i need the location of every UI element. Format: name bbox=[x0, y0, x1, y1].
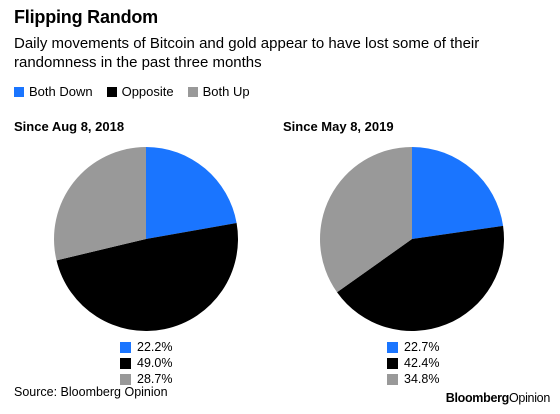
pie-2-label-opposite: 42.4% bbox=[404, 356, 440, 370]
pie-2-value-row: 22.7% bbox=[387, 339, 439, 355]
pie-2-swatch-opposite bbox=[387, 357, 398, 369]
legend-label-both-up: Both Up bbox=[202, 84, 250, 99]
source-note: Source: Bloomberg Opinion bbox=[14, 385, 168, 399]
pie-1-swatch-both-down bbox=[120, 341, 131, 353]
pie-2-slice-both-up bbox=[320, 147, 412, 293]
pie-2-value-row: 42.4% bbox=[387, 355, 439, 371]
chart-title: Flipping Random bbox=[14, 7, 158, 27]
pie-1-label-both-up: 28.7% bbox=[137, 372, 173, 386]
pie-1-slice-both-up bbox=[53, 147, 146, 261]
legend-swatch-both-down bbox=[14, 86, 24, 97]
pie-2-label-both-down: 22.7% bbox=[404, 340, 440, 354]
pie-2-slice-both-down bbox=[412, 147, 504, 239]
legend-swatch-both-up bbox=[187, 86, 198, 97]
pie-2-values: 22.7% 42.4% 34.8% bbox=[387, 339, 439, 387]
pie-1-label-both-down: 22.2% bbox=[137, 340, 173, 354]
legend: Both Down Opposite Both Up bbox=[14, 84, 264, 99]
pie-1-title: Since Aug 8, 2018 bbox=[14, 119, 125, 134]
pie-1-value-row: 49.0% bbox=[120, 355, 172, 371]
pie-2-value-row: 34.8% bbox=[387, 371, 439, 387]
legend-label-both-down: Both Down bbox=[29, 84, 93, 99]
pie-2-label-both-up: 34.8% bbox=[404, 372, 440, 386]
legend-item-both-up: Both Up bbox=[187, 84, 250, 99]
pie-2-swatch-both-down bbox=[387, 341, 398, 353]
brand-part2: Opinion bbox=[509, 391, 550, 405]
pie-1-slice-both-down bbox=[146, 147, 237, 239]
chart-subtitle: Daily movements of Bitcoin and gold appe… bbox=[14, 35, 480, 71]
pie-1-swatch-both-up bbox=[120, 373, 131, 385]
pie-1-values: 22.2% 49.0% 28.7% bbox=[120, 339, 172, 387]
brand-part1: Bloomberg bbox=[445, 391, 510, 405]
pie-1-swatch-opposite bbox=[120, 357, 131, 369]
legend-swatch-opposite bbox=[106, 86, 117, 97]
legend-item-both-down: Both Down bbox=[14, 84, 93, 99]
pie-1-value-row: 28.7% bbox=[120, 371, 172, 387]
pie-2-title: Since May 8, 2019 bbox=[283, 119, 394, 134]
pie-1-label-opposite: 49.0% bbox=[137, 356, 173, 370]
legend-label-opposite: Opposite bbox=[121, 84, 174, 99]
pie-1-value-row: 22.2% bbox=[120, 339, 172, 355]
legend-item-opposite: Opposite bbox=[106, 84, 174, 99]
pie-2-slice-opposite bbox=[337, 225, 504, 331]
brand-logo: BloombergOpinion bbox=[445, 391, 551, 405]
pie-1-slice-opposite bbox=[56, 223, 239, 332]
pie-2-swatch-both-up bbox=[387, 373, 398, 385]
